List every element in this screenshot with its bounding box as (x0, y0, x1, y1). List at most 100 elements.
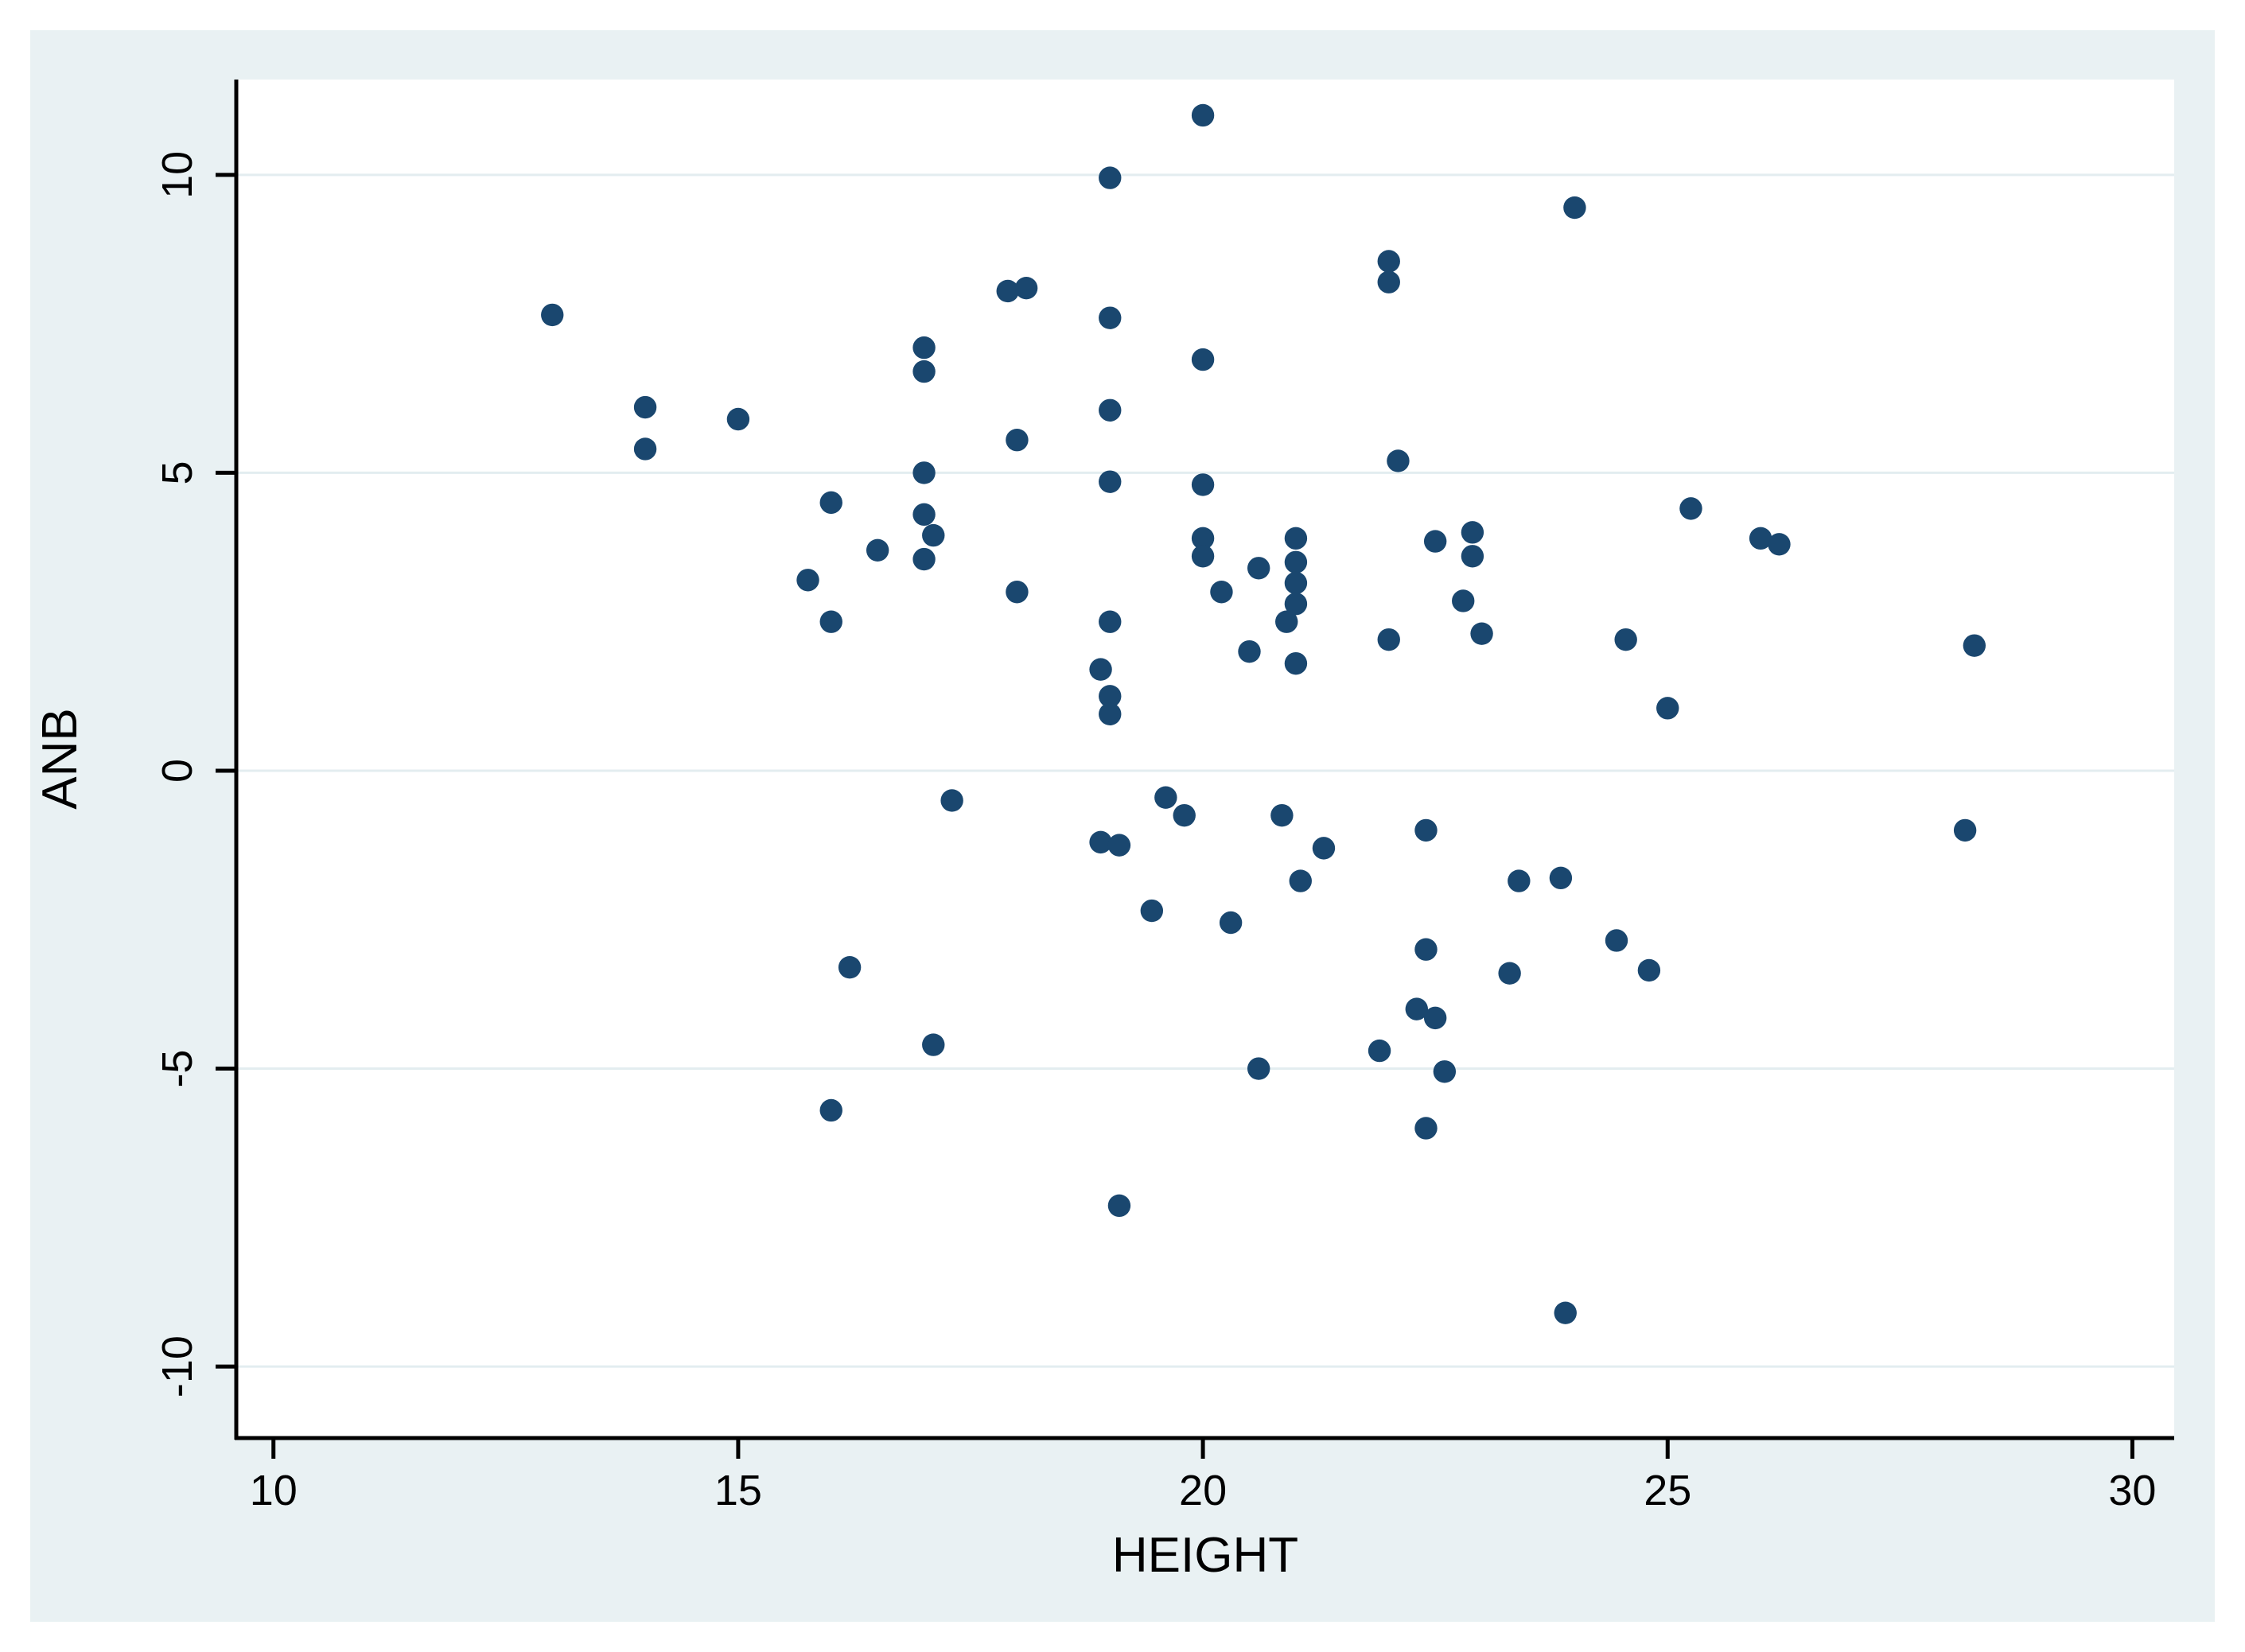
data-point (1089, 658, 1112, 681)
data-point (912, 547, 936, 571)
data-point (1414, 938, 1438, 961)
data-point (1006, 429, 1029, 452)
data-point (1099, 610, 1122, 633)
data-point (796, 569, 819, 592)
data-point (1270, 803, 1294, 827)
data-point (1312, 837, 1336, 860)
y-tick-label-0: 0 (154, 759, 201, 783)
data-point (1423, 530, 1447, 553)
data-point (912, 336, 936, 360)
axes (216, 80, 2174, 1459)
data-point (1006, 581, 1029, 604)
x-axis-tick-labels: 10 15 20 25 30 (250, 1467, 2157, 1514)
data-point (1107, 1194, 1131, 1218)
data-point (1284, 550, 1308, 573)
data-point (1405, 997, 1428, 1020)
data-point (1414, 818, 1438, 842)
data-point (912, 360, 936, 383)
data-point (1377, 250, 1400, 273)
data-point (1953, 818, 1977, 842)
data-point (1423, 1006, 1447, 1030)
data-point (819, 1098, 842, 1122)
data-point (1191, 527, 1215, 550)
data-point (1284, 651, 1308, 675)
x-tick-label-25: 25 (1644, 1467, 1691, 1514)
data-point (1433, 1060, 1457, 1083)
y-tick-label-5: 5 (154, 461, 201, 484)
data-point (1289, 869, 1312, 892)
y-tick-label--10: -10 (154, 1335, 201, 1397)
data-point (912, 461, 936, 484)
data-point (1191, 545, 1215, 568)
data-point (1563, 196, 1586, 220)
data-point (1275, 610, 1298, 633)
data-point (819, 610, 842, 633)
data-point (1470, 622, 1493, 645)
data-point (1549, 866, 1573, 890)
data-point (1605, 929, 1628, 952)
data-point (1099, 702, 1122, 726)
x-tick-label-10: 10 (250, 1467, 298, 1514)
data-point (1191, 473, 1215, 496)
data-point (1099, 398, 1122, 422)
data-point (922, 523, 945, 547)
data-point (912, 503, 936, 527)
data-point (1107, 834, 1131, 857)
data-point (726, 407, 750, 431)
data-point (1679, 497, 1702, 520)
data-point (1768, 533, 1791, 556)
data-point (1284, 593, 1308, 616)
data-point (1377, 270, 1400, 293)
y-tick-label-10: 10 (154, 151, 201, 199)
data-point (1554, 1301, 1577, 1324)
data-point (1247, 1057, 1270, 1080)
data-point (1099, 306, 1122, 329)
data-point (1377, 628, 1400, 651)
data-point (1414, 1117, 1438, 1140)
data-point (1508, 869, 1531, 892)
data-point (1498, 962, 1521, 985)
data-point (1210, 581, 1233, 604)
data-point (1099, 166, 1122, 189)
data-point (1637, 958, 1661, 982)
data-point (1154, 786, 1177, 809)
data-point (1284, 527, 1308, 550)
data-point (1191, 103, 1215, 127)
data-point (940, 789, 963, 812)
data-point (922, 1033, 945, 1056)
data-point (633, 437, 657, 461)
data-point (1099, 470, 1122, 493)
x-tick-label-30: 30 (2108, 1467, 2156, 1514)
plot-area (236, 80, 2174, 1438)
data-point (1219, 911, 1243, 935)
data-point (1656, 697, 1679, 720)
data-point (1173, 803, 1196, 827)
data-point (838, 955, 862, 979)
data-point (1247, 557, 1270, 580)
data-point (541, 303, 564, 327)
data-point (1191, 348, 1215, 371)
data-point (1368, 1039, 1391, 1063)
data-point (1461, 521, 1484, 544)
data-point (1238, 639, 1261, 663)
x-tick-label-15: 15 (714, 1467, 762, 1514)
data-point (1014, 276, 1038, 300)
data-point (1387, 449, 1410, 472)
data-point (1963, 634, 1986, 657)
y-axis-title: ANB (33, 708, 88, 809)
x-axis-title: HEIGHT (1112, 1528, 1298, 1583)
gridlines (236, 173, 2174, 1368)
data-point (1452, 589, 1475, 612)
data-points (541, 103, 1986, 1324)
data-point (1749, 527, 1772, 550)
data-point (1614, 628, 1637, 651)
data-point (1089, 830, 1112, 854)
data-point (633, 395, 657, 419)
y-tick-label--5: -5 (154, 1050, 201, 1088)
data-point (1099, 685, 1122, 708)
data-point (1140, 899, 1164, 923)
data-point (819, 491, 842, 515)
data-point (996, 279, 1019, 303)
